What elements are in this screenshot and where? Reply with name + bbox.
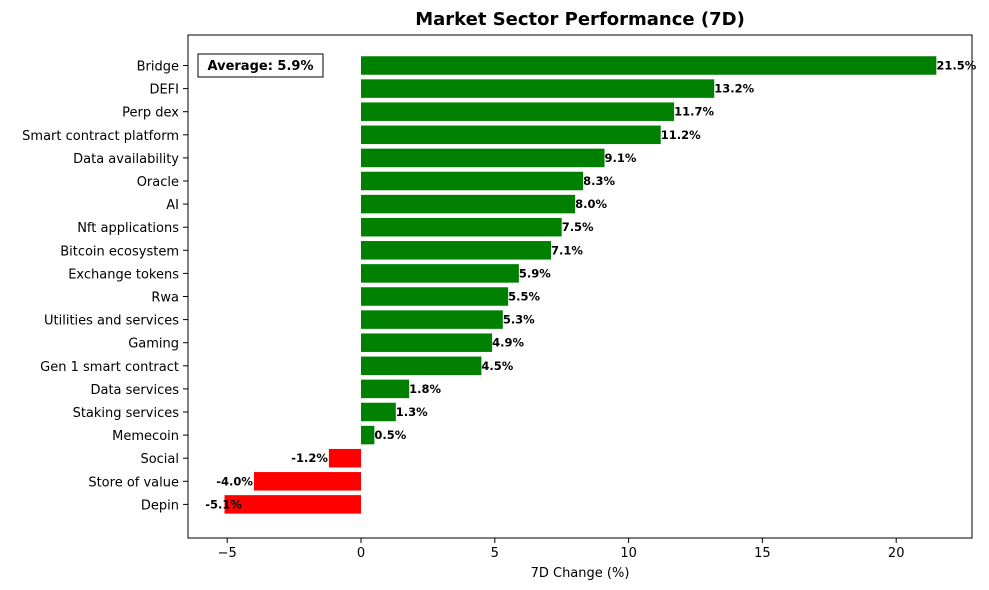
plot-area xyxy=(187,34,973,539)
bars-layer xyxy=(224,56,937,514)
bar-staking-services xyxy=(361,402,396,422)
category-label-data-availability: Data availability xyxy=(73,152,179,167)
category-label-data-services: Data services xyxy=(90,383,179,398)
value-label-data-services: 1.8% xyxy=(409,382,441,396)
bar-data-availability xyxy=(361,148,605,168)
x-ticks-layer: −5 0 5 10 15 20 xyxy=(218,538,905,561)
category-label-smart-contract-platform: Smart contract platform xyxy=(22,129,179,144)
value-label-utilities-and-services: 5.3% xyxy=(503,313,535,327)
bar-smart-contract-platform xyxy=(361,125,661,145)
x-tick-label-3: 10 xyxy=(620,546,637,561)
value-label-nft-applications: 7.5% xyxy=(562,220,594,234)
category-label-ai: AI xyxy=(166,198,179,213)
value-label-defi: 13.2% xyxy=(714,82,754,96)
category-label-social: Social xyxy=(140,452,179,467)
category-labels-layer: Bridge DEFI Perp dex Smart contract platfor… xyxy=(22,60,188,513)
chart-title: Market Sector Performance (7D) xyxy=(415,9,745,30)
x-tick-label-1: 0 xyxy=(357,546,365,561)
category-label-oracle: Oracle xyxy=(137,175,179,190)
category-label-bridge: Bridge xyxy=(137,60,179,75)
bar-gen-1-smart-contract xyxy=(361,356,482,376)
value-label-staking-services: 1.3% xyxy=(396,405,428,419)
bar-bridge xyxy=(361,56,937,75)
x-tick-label-5: 20 xyxy=(888,546,905,561)
bar-gaming xyxy=(361,333,493,352)
value-label-bitcoin-ecosystem: 7.1% xyxy=(551,243,583,257)
category-label-defi: DEFI xyxy=(149,83,179,98)
value-label-depin: -5.1% xyxy=(205,497,242,511)
category-label-perp-dex: Perp dex xyxy=(122,106,179,121)
value-label-social: -1.2% xyxy=(291,451,328,465)
bar-nft-applications xyxy=(361,217,562,237)
value-label-gen-1-smart-contract: 4.5% xyxy=(481,359,513,373)
category-label-depin: Depin xyxy=(141,498,179,513)
bar-data-services xyxy=(361,379,410,399)
average-annotation-box xyxy=(197,53,324,78)
category-label-bitcoin-ecosystem: Bitcoin ecosystem xyxy=(60,244,179,259)
bar-perp-dex xyxy=(361,102,675,121)
bar-store-of-value xyxy=(253,472,361,491)
bar-social xyxy=(328,448,361,468)
bar-bitcoin-ecosystem xyxy=(361,241,551,260)
value-label-rwa: 5.5% xyxy=(508,290,540,304)
bar-depin xyxy=(224,495,361,514)
bar-exchange-tokens xyxy=(361,264,519,283)
average-annotation-text: Average: 5.9% xyxy=(208,59,314,74)
value-label-bridge: 21.5% xyxy=(936,59,976,73)
category-label-store-of-value: Store of value xyxy=(88,475,179,490)
value-label-oracle: 8.3% xyxy=(583,174,615,188)
x-axis-label: 7D Change (%) xyxy=(531,566,630,581)
bar-oracle xyxy=(361,171,584,191)
category-label-gen-1-smart-contract: Gen 1 smart contract xyxy=(40,360,179,375)
bar-defi xyxy=(361,79,715,98)
value-labels-layer: 21.5% 13.2%11.7% 11.2% 9.1% 8.3% 8.0% 7.5% 7.1%… xyxy=(205,59,977,512)
value-label-data-availability: 9.1% xyxy=(605,151,637,165)
category-label-rwa: Rwa xyxy=(151,291,179,306)
value-label-smart-contract-platform: 11.2% xyxy=(661,128,701,142)
category-label-staking-services: Staking services xyxy=(73,406,180,421)
bar-utilities-and-services xyxy=(361,310,503,329)
category-label-utilities-and-services: Utilities and services xyxy=(44,314,179,329)
value-label-store-of-value: -4.0% xyxy=(216,474,253,488)
x-tick-label-4: 15 xyxy=(754,546,771,561)
value-label-ai: 8.0% xyxy=(575,197,607,211)
bar-memecoin xyxy=(361,425,375,445)
value-label-memecoin: 0.5% xyxy=(374,428,406,442)
category-label-exchange-tokens: Exchange tokens xyxy=(68,267,179,282)
value-label-exchange-tokens: 5.9% xyxy=(519,266,551,280)
bar-rwa xyxy=(361,287,509,306)
x-tick-label-0: −5 xyxy=(218,546,237,561)
category-label-nft-applications: Nft applications xyxy=(77,221,179,236)
category-label-memecoin: Memecoin xyxy=(112,429,179,444)
x-tick-label-2: 5 xyxy=(491,546,499,561)
value-label-perp-dex: 11.7% xyxy=(674,105,714,119)
value-label-gaming: 4.9% xyxy=(492,336,524,350)
category-label-gaming: Gaming xyxy=(128,337,179,352)
bar-ai xyxy=(361,194,576,214)
average-annotation: Average: 5.9% xyxy=(197,53,324,78)
